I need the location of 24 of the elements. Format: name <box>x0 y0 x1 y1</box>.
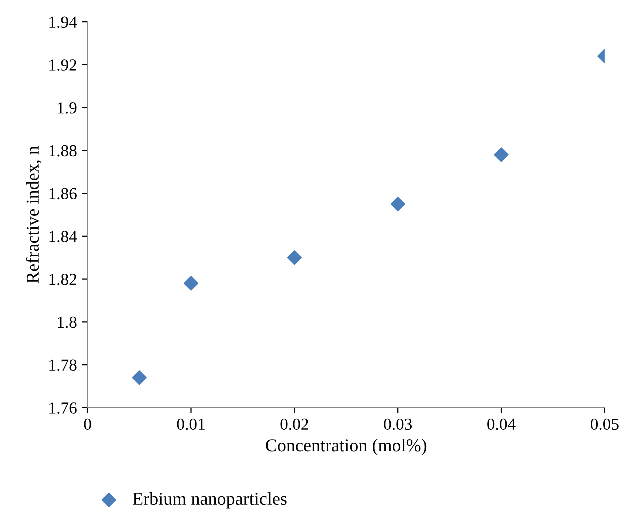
point <box>390 196 406 212</box>
y-tick-label: 1.86 <box>50 188 77 200</box>
x-axis-title: Concentration (mol%) <box>266 439 427 456</box>
x-tick-label: 0.05 <box>590 418 619 430</box>
y-tick-label: 1.9 <box>58 102 77 114</box>
x-tick-label: 0.04 <box>488 418 516 430</box>
y-tick-label: 1.84 <box>50 231 78 242</box>
point <box>184 276 199 291</box>
x-tick-label: 0.01 <box>177 418 205 430</box>
point <box>494 148 509 162</box>
y-tick-label: 1.8 <box>58 316 77 328</box>
y-tick-label: 1.78 <box>50 360 77 372</box>
y-tick-label: 1.94 <box>50 16 78 28</box>
y-tick-label: 1.88 <box>50 145 77 157</box>
x-tick-label: 0.03 <box>384 418 412 430</box>
x-tick-label: 0 <box>84 418 92 430</box>
x-tick-label: 0.02 <box>280 418 308 430</box>
point <box>132 370 147 386</box>
y-axis-title: Refractive index, n <box>26 146 42 284</box>
legend-label: Erbium nanoparticles <box>133 492 287 509</box>
y-tick-label: 1.82 <box>50 274 77 286</box>
point <box>287 250 302 266</box>
y-tick-label: 1.92 <box>50 60 77 71</box>
y-tick-label: 1.76 <box>50 402 77 414</box>
